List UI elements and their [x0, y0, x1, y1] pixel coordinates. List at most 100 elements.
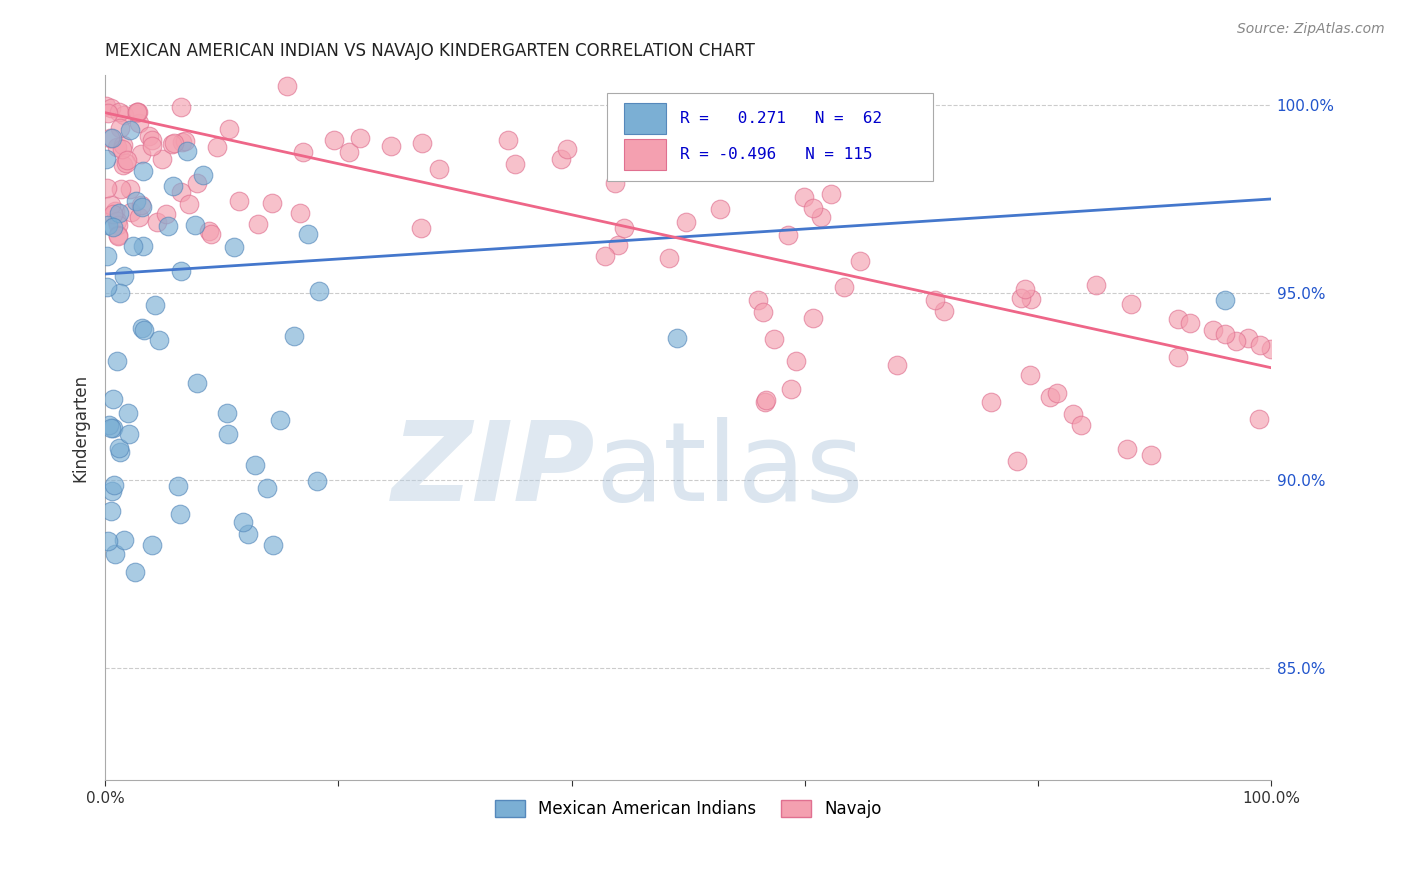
Point [228, 194, 250, 208]
Point [118, 427, 141, 442]
Point [107, 218, 129, 232]
Point [184, 219, 207, 233]
Point [146, 215, 169, 229]
Point [675, 215, 697, 229]
Point [550, 152, 572, 166]
Point [101, 219, 124, 234]
Point [801, 311, 824, 326]
Point [269, 413, 291, 427]
Point [186, 376, 208, 391]
Point [176, 144, 198, 158]
Point [785, 353, 807, 368]
Point [1202, 323, 1225, 337]
Point [1249, 338, 1271, 352]
Point [832, 280, 855, 294]
Point [112, 108, 135, 122]
Point [100, 198, 122, 212]
Point [232, 515, 254, 529]
Point [1019, 368, 1042, 382]
Point [411, 136, 433, 151]
Point [1039, 390, 1062, 404]
Point [111, 142, 134, 156]
Point [112, 533, 135, 548]
Point [1062, 408, 1084, 422]
Text: R = -0.496   N = 115: R = -0.496 N = 115 [681, 146, 873, 161]
Point [932, 304, 955, 318]
Point [801, 201, 824, 215]
Point [160, 137, 183, 152]
Point [427, 161, 450, 176]
Point [104, 203, 127, 218]
Text: ZIP: ZIP [391, 417, 595, 524]
Text: R =   0.271   N =  62: R = 0.271 N = 62 [681, 112, 882, 127]
Point [96, 152, 118, 166]
Point [307, 474, 329, 488]
Point [141, 133, 163, 147]
Point [127, 104, 149, 119]
Point [167, 479, 190, 493]
Point [1085, 278, 1108, 293]
Point [170, 185, 193, 199]
Point [156, 219, 179, 234]
Point [1007, 454, 1029, 468]
Point [101, 130, 124, 145]
Point [131, 321, 153, 335]
Point [110, 121, 132, 136]
Point [107, 228, 129, 243]
Point [218, 121, 240, 136]
Point [96, 280, 118, 294]
Point [747, 293, 769, 307]
FancyBboxPatch shape [624, 138, 666, 169]
Point [1225, 334, 1247, 349]
Point [117, 407, 139, 421]
Point [162, 178, 184, 193]
Point [110, 182, 132, 196]
Point [665, 331, 688, 345]
Point [924, 293, 946, 307]
Point [409, 221, 432, 235]
Point [503, 157, 526, 171]
Point [217, 426, 239, 441]
Point [380, 138, 402, 153]
Point [243, 458, 266, 473]
Point [323, 133, 346, 147]
Point [603, 177, 626, 191]
Point [555, 143, 578, 157]
Point [337, 145, 360, 159]
Point [262, 538, 284, 552]
Point [793, 190, 815, 204]
Point [107, 228, 129, 243]
Point [820, 186, 842, 201]
Point [98, 418, 121, 433]
Point [754, 395, 776, 409]
Point [1010, 291, 1032, 305]
Point [1019, 293, 1042, 307]
Point [776, 227, 799, 242]
Point [122, 238, 145, 252]
Point [1167, 351, 1189, 365]
Point [141, 538, 163, 552]
Point [349, 131, 371, 145]
Point [141, 139, 163, 153]
Point [1260, 342, 1282, 356]
Point [762, 332, 785, 346]
FancyBboxPatch shape [624, 103, 666, 135]
Point [276, 79, 298, 94]
Point [607, 238, 630, 252]
Point [1247, 412, 1270, 426]
Point [138, 128, 160, 143]
Point [709, 202, 731, 216]
Point [101, 483, 124, 498]
Point [496, 133, 519, 147]
Point [131, 147, 153, 161]
Point [97, 218, 120, 232]
Point [108, 441, 131, 455]
Point [103, 420, 125, 434]
Point [260, 195, 283, 210]
Point [755, 392, 778, 407]
Point [751, 305, 773, 319]
Point [100, 420, 122, 434]
Point [186, 176, 208, 190]
Point [120, 123, 142, 137]
Point [247, 217, 270, 231]
